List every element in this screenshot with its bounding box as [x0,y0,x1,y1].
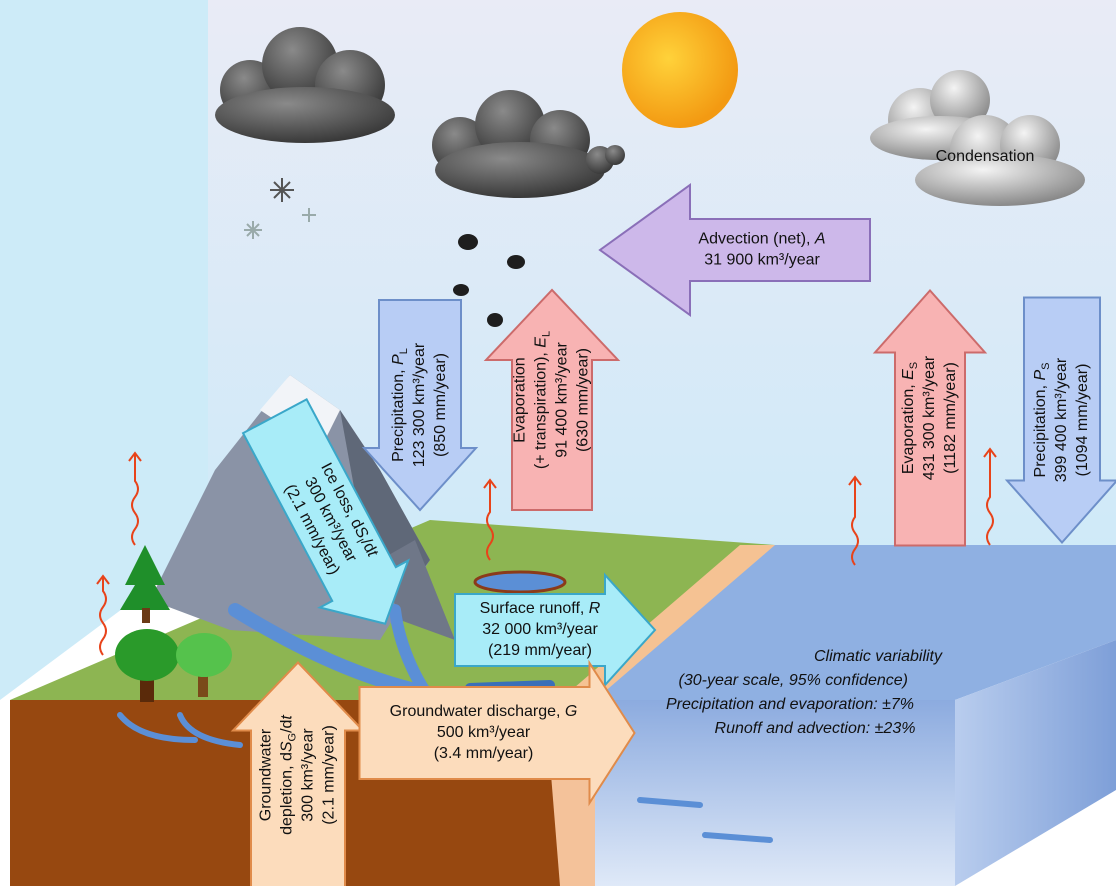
variability-line: Climatic variability [814,648,943,665]
flux-arrow: Surface runoff, R 32 000 km³/year (219 mm/… [454,572,657,688]
label-part: (2.1 mm/year) [321,725,338,825]
flux-arrow: Advection (net), A 31 900 km³/year [598,183,871,317]
label-part: R [589,600,601,617]
label-part: Surface runoff, [480,600,589,617]
trees [115,545,232,702]
arrow-label: (630 mm/year) [575,348,592,452]
label-part: Evaporation, [900,380,917,474]
variability-note: Climatic variability (30-year scale, 95% … [666,648,943,737]
label-part: L [540,331,552,337]
label-part: (630 mm/year) [575,348,592,452]
arrow-label: 431 300 km³/year [921,355,938,480]
flux-arrow: Evaporation, ES 431 300 km³/year (1182 mm/… [872,288,988,547]
arrow-shape [361,299,479,512]
sun [622,12,738,128]
arrow-shape [358,659,636,807]
label-part: 500 km³/year [437,724,531,741]
label-part: I [353,537,365,545]
arrow-label: Groundwater discharge, G [390,703,578,720]
label-part: Precipitation, [390,365,407,462]
arrow-label: 123 300 km³/year [411,342,428,467]
arrow-label: depletion, dSG/dt [279,715,299,835]
label-part: 91 400 km³/year [554,342,571,458]
arrow-shape [454,572,657,688]
label-part: G [565,703,577,720]
label-part: A [814,231,826,248]
label-part: E [900,369,917,380]
label-part: S [1040,363,1052,370]
raindrops [453,234,525,327]
arrow-label: Precipitation, PL [390,348,410,462]
arrow-label: (+ transpiration), EL [533,331,553,469]
label-part: 399 400 km³/year [1053,357,1070,482]
arrow-shape [1004,296,1116,545]
label-part: Precipitation, [1032,381,1049,478]
arrow-label: Precipitation, PS [1032,363,1052,478]
label-part: /d [279,720,296,733]
label-part: (1094 mm/year) [1074,364,1091,477]
label-part: depletion, d [279,752,296,835]
label-part: 123 300 km³/year [411,342,428,467]
label-part: 300 km³/year [300,728,317,822]
flux-arrow: Precipitation, PS 399 400 km³/year (1094 m… [1004,296,1116,545]
label-part: (219 mm/year) [488,642,592,659]
label-part: 431 300 km³/year [921,355,938,480]
arrow-label: 399 400 km³/year [1053,357,1070,482]
lake [473,570,567,594]
arrow-label: 31 900 km³/year [704,252,820,269]
arrow-label: (1094 mm/year) [1074,364,1091,477]
label-part: P [390,354,407,365]
label-part: S [279,741,296,752]
condensation-label: Condensation [936,148,1035,165]
label-part: S [908,362,920,369]
flux-arrow: Groundwater discharge, G 500 km³/year (3.4… [358,659,636,807]
arrow-label: Evaporation [512,357,529,442]
label-part: E [533,337,550,348]
arrow-shape [598,183,871,317]
flux-arrow: Precipitation, PL 123 300 km³/year (850 mm… [361,299,479,512]
arrow-shape [483,288,621,511]
label-part: Groundwater [258,728,275,821]
arrow-label: Groundwater [258,728,275,821]
label-part: 31 900 km³/year [704,252,820,269]
clouds [215,27,1085,206]
arrow-label: (1182 mm/year) [942,362,959,474]
label-part: P [1032,370,1049,381]
label-part: (1182 mm/year) [942,362,959,474]
arrow-label: (850 mm/year) [432,353,449,457]
snowflakes [244,178,316,239]
arrow-shape [872,288,988,547]
arrow-label: 32 000 km³/year [482,621,598,638]
label-part: t [279,715,296,720]
variability-line: Runoff and advection: ±23% [715,720,916,737]
label-part: Advection (net), [698,231,815,248]
arrow-label: 91 400 km³/year [554,342,571,458]
variability-line: (30-year scale, 95% confidence) [679,672,908,689]
heat-arrows [96,447,997,656]
label-part: (850 mm/year) [432,353,449,457]
arrow-label: 300 km³/year [300,728,317,822]
arrow-label: 500 km³/year [437,724,531,741]
label-part: L [398,348,410,354]
arrow-shape [241,398,411,625]
arrow-label: (2.1 mm/year) [321,725,338,825]
arrow-label: Surface runoff, R [480,600,601,617]
label-part: Groundwater discharge, [390,703,565,720]
arrow-label: Evaporation, ES [900,362,920,474]
label-part: G [286,733,298,742]
arrow-label: (3.4 mm/year) [434,745,534,762]
arrow-shape [230,661,366,886]
label-part: (+ transpiration), [533,348,550,469]
label-part: (3.4 mm/year) [434,745,534,762]
flux-arrows: Advection (net), A 31 900 km³/year Precipi… [230,183,1116,886]
arrow-label: Advection (net), A [698,231,825,248]
arrow-label: (219 mm/year) [488,642,592,659]
label-part: 32 000 km³/year [482,621,598,638]
variability-line: Precipitation and evaporation: ±7% [666,696,914,713]
label-part: Evaporation [512,357,529,442]
